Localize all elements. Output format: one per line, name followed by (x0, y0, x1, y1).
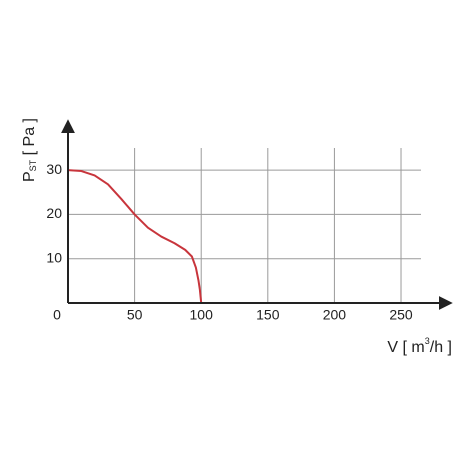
y-tick-label: 20 (46, 205, 62, 221)
line (67, 169, 203, 304)
x-axis-label: V [ m3/h ] (387, 336, 452, 356)
x-tick-label: 50 (127, 307, 143, 323)
x-tick-label: 250 (389, 307, 413, 323)
y-axis-label: PST [ Pa ] (21, 118, 38, 182)
x-tick-label: 100 (190, 307, 214, 323)
x-tick-label: 150 (256, 307, 280, 323)
y-tick-label: 10 (46, 249, 62, 265)
x-tick-label: 0 (53, 307, 61, 323)
x-tick-label: 200 (323, 307, 347, 323)
y-tick-label: 30 (46, 161, 62, 177)
